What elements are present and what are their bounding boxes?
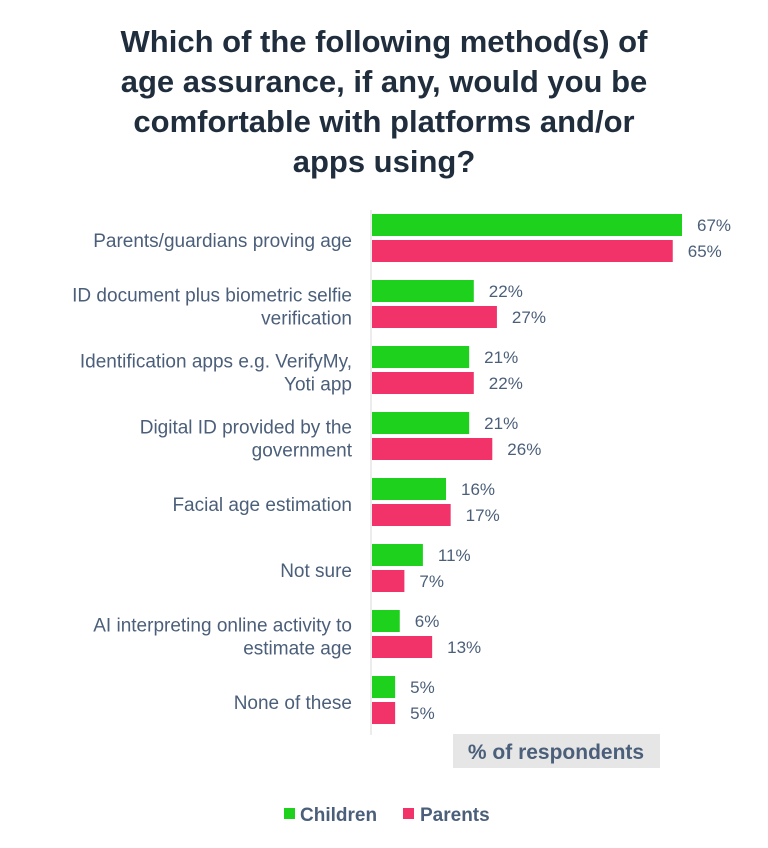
x-axis-label: % of respondents — [453, 734, 660, 768]
category-label: ID document plus biometric selfie — [72, 286, 352, 307]
x-axis-label-text: % of respondents — [468, 741, 644, 764]
category-label: estimate age — [243, 639, 352, 660]
data-label: 26% — [507, 440, 541, 459]
bar-children — [372, 412, 470, 434]
category-label: None of these — [234, 693, 352, 714]
category-labels: Parents/guardians proving age ID document… — [72, 231, 353, 714]
bar-children — [372, 478, 447, 500]
category-label: Yoti app — [284, 375, 352, 396]
data-label: 16% — [461, 480, 495, 499]
data-label: 5% — [410, 704, 435, 723]
title-line: apps using? — [293, 144, 476, 179]
x-axis-label-background — [453, 734, 660, 768]
legend-swatch-children — [284, 808, 295, 819]
bar-children — [372, 280, 474, 302]
data-label: 13% — [447, 638, 481, 657]
bar-children — [372, 610, 400, 632]
bars — [372, 214, 682, 724]
category-label: Not sure — [280, 561, 352, 582]
category-label: Facial age estimation — [172, 495, 352, 516]
bar-children — [372, 544, 423, 566]
data-label: 22% — [489, 282, 523, 301]
bar-parents — [372, 702, 396, 724]
data-label: 65% — [688, 242, 722, 261]
data-label: 6% — [415, 612, 440, 631]
bar-parents — [372, 372, 474, 394]
title-line: age assurance, if any, would you be — [121, 64, 648, 99]
category-label: verification — [261, 309, 352, 330]
legend-label: Children — [300, 805, 377, 826]
data-label: 17% — [466, 506, 500, 525]
bar-parents — [372, 636, 433, 658]
bar-parents — [372, 570, 405, 592]
legend-label: Parents — [420, 805, 490, 826]
data-label: 11% — [438, 546, 471, 565]
bar-children — [372, 214, 682, 236]
chart-title: Which of the following method(s) of age a… — [121, 24, 649, 179]
legend-swatch-parents — [403, 808, 414, 819]
bar-parents — [372, 240, 673, 262]
bar-parents — [372, 306, 497, 328]
data-label: 22% — [489, 374, 523, 393]
data-label: 5% — [410, 678, 435, 697]
data-label: 21% — [484, 348, 518, 367]
category-label: Identification apps e.g. VerifyMy, — [80, 352, 352, 373]
data-label: 67% — [697, 216, 731, 235]
bar-children — [372, 676, 396, 698]
category-label: government — [252, 441, 353, 462]
value-labels: 67% 65% 22% 27% 21% 22% 21% 26% 16% 17% 11% 7% 6% 13%… — [410, 216, 731, 723]
bar-parents — [372, 438, 493, 460]
title-line: comfortable with platforms and/or — [133, 104, 634, 139]
category-label: AI interpreting online activity to — [93, 616, 352, 637]
legend: Children Parents — [284, 805, 490, 826]
data-label: 7% — [419, 572, 444, 591]
category-label: Parents/guardians proving age — [93, 231, 352, 252]
bar-parents — [372, 504, 451, 526]
category-label: Digital ID provided by the — [140, 418, 352, 439]
title-line: Which of the following method(s) of — [121, 24, 649, 59]
data-label: 21% — [484, 414, 518, 433]
bar-children — [372, 346, 470, 368]
data-label: 27% — [512, 308, 546, 327]
